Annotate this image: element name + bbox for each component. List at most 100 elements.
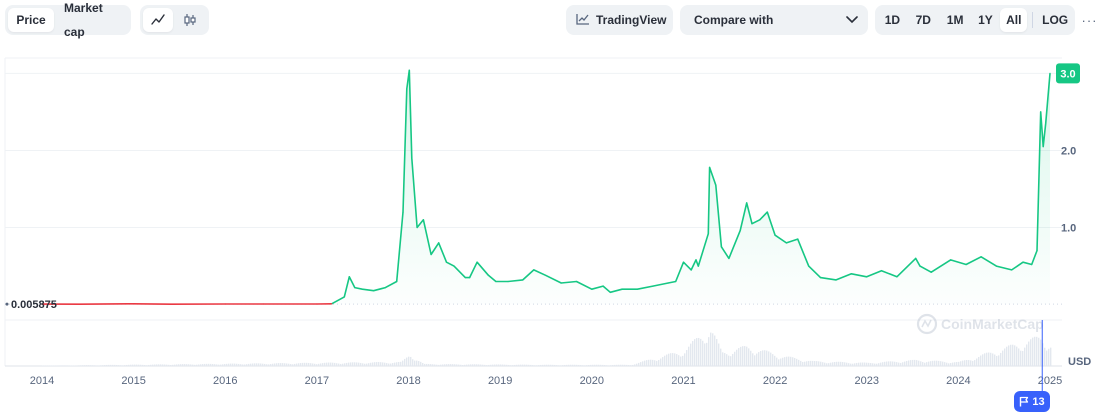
volume-bar [526, 364, 528, 366]
volume-bar [1000, 352, 1002, 366]
reference-value-label: 0.005875 [11, 299, 57, 311]
volume-bar [316, 364, 318, 366]
volume-bar [790, 356, 792, 366]
volume-bar [80, 365, 82, 366]
volume-bar [580, 365, 582, 366]
volume-bar [892, 361, 894, 366]
price-point [965, 263, 967, 266]
volume-bar [1030, 339, 1032, 366]
price-point [835, 279, 837, 281]
volume-bar [602, 364, 604, 366]
chart-style-toggle [140, 5, 209, 35]
volume-bar [574, 364, 576, 366]
log-scale-button[interactable]: LOG [1042, 13, 1069, 27]
volume-bar [992, 353, 994, 366]
volume-bar [162, 364, 164, 366]
volume-bar [446, 364, 448, 366]
volume-bar [1006, 346, 1008, 366]
volume-bar [826, 363, 828, 366]
volume-bar [166, 364, 168, 366]
volume-bar [658, 360, 660, 366]
volume-bar [810, 360, 812, 366]
volume-bar [194, 364, 196, 366]
volume-bar [948, 363, 950, 366]
x-tick-label-2016: 2016 [213, 375, 237, 387]
price-point [609, 291, 611, 293]
volume-bar [702, 340, 704, 366]
range-1y-button[interactable]: 1Y [978, 13, 993, 27]
volume-bar [336, 363, 338, 366]
volume-bar [262, 363, 264, 366]
volume-bar [210, 363, 212, 366]
volume-bar [754, 355, 756, 366]
volume-bar [176, 364, 178, 366]
candlestick-icon[interactable] [175, 8, 205, 32]
volume-bar [342, 363, 344, 366]
volume-bar [1034, 336, 1036, 366]
volume-bar [898, 362, 900, 366]
volume-bar [590, 364, 592, 366]
volume-bar [402, 360, 404, 366]
volume-bar [998, 355, 1000, 366]
volume-bar [100, 365, 102, 366]
volume-bar [888, 361, 890, 366]
range-1m-button[interactable]: 1M [946, 13, 964, 27]
price-point [808, 265, 810, 267]
price-point [950, 259, 952, 261]
volume-bar [128, 364, 130, 366]
volume-bar [546, 364, 548, 366]
tab-price[interactable]: Price [8, 8, 54, 32]
volume-bar [468, 364, 470, 366]
volume-bar [114, 364, 116, 366]
volume-bar [186, 364, 188, 366]
volume-bar [900, 362, 902, 366]
price-series [41, 69, 1051, 306]
volume-bar [200, 364, 202, 366]
volume-bar [146, 365, 148, 366]
volume-bar [320, 363, 322, 366]
volume-bar [694, 339, 696, 366]
volume-bar [438, 364, 440, 366]
volume-bar [172, 364, 174, 366]
volume-bar [138, 364, 140, 366]
volume-bar [984, 353, 986, 366]
volume-bar [306, 362, 308, 366]
price-point [896, 276, 898, 278]
volume-bar [398, 361, 400, 366]
volume-bar [242, 364, 244, 366]
volume-bar [530, 364, 532, 366]
volume-bar [808, 360, 810, 366]
price-point [621, 288, 623, 290]
volume-bar [324, 362, 326, 366]
volume-bar [802, 361, 804, 366]
range-all-button[interactable]: All [1000, 8, 1028, 32]
range-7d-button[interactable]: 7D [915, 13, 931, 27]
volume-bar [666, 354, 668, 366]
volume-bar [474, 364, 476, 366]
price-point [915, 257, 917, 259]
events-badge[interactable]: 13 [1014, 391, 1050, 412]
volume-bar [966, 360, 968, 366]
volume-bar [122, 365, 124, 366]
volume-bar [776, 357, 778, 366]
volume-bar [518, 364, 520, 366]
volume-bar [508, 364, 510, 366]
volume-bar [464, 364, 466, 366]
price-point [1022, 261, 1024, 263]
volume-bar [964, 360, 966, 366]
tradingview-button[interactable]: TradingView [566, 5, 673, 35]
tab-market-cap[interactable]: Market cap [64, 1, 103, 39]
volume-bar [360, 362, 362, 366]
volume-bar [890, 361, 892, 366]
volume-bar [48, 365, 50, 366]
volume-bar [120, 365, 122, 366]
range-1d-button[interactable]: 1D [884, 13, 901, 27]
more-options-button[interactable]: ··· [1081, 12, 1098, 28]
volume-bar [800, 360, 802, 366]
volume-bar [974, 360, 976, 366]
volume-bar [516, 364, 518, 366]
compare-with-dropdown[interactable]: Compare with [680, 5, 868, 35]
price-point [739, 230, 741, 232]
line-chart-icon[interactable] [143, 8, 173, 32]
volume-bar [968, 360, 970, 366]
